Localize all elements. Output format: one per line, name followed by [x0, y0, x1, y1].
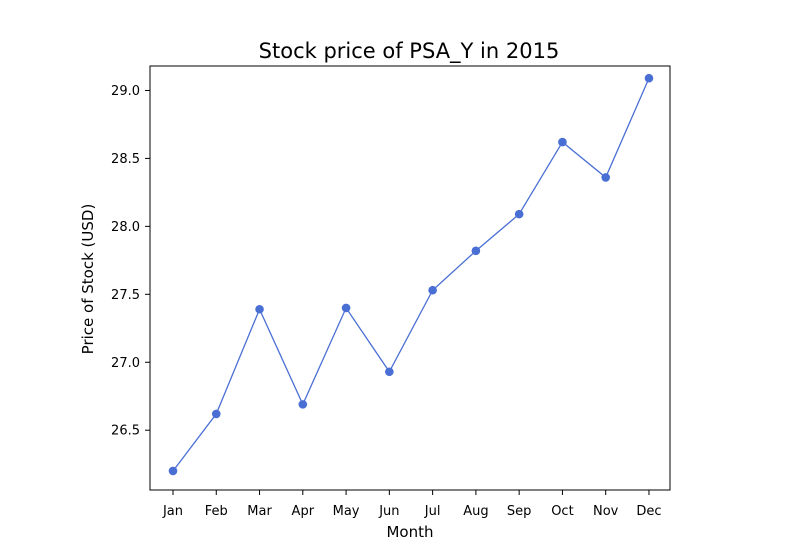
- x-tick-label: Feb: [205, 504, 228, 519]
- x-axis-label: Month: [386, 523, 433, 541]
- x-tick-label: Aug: [463, 504, 488, 519]
- data-point-oct: [558, 137, 567, 147]
- data-point-may: [341, 303, 351, 313]
- y-tick-label: 28.5: [111, 152, 140, 167]
- y-axis-label: Price of Stock (USD): [79, 204, 97, 355]
- x-tick-label: Nov: [593, 504, 619, 519]
- data-point-sep: [514, 209, 524, 219]
- x-axis: Jan Feb Mar Apr May Jun Jul Aug Sep Oct Nov Dec: [162, 490, 662, 519]
- y-axis: 26.5 27.0 27.5 28.0 28.5 29.0: [111, 84, 150, 439]
- data-point-jun: [385, 367, 394, 377]
- y-tick-label: 29.0: [111, 84, 140, 99]
- y-tick-label: 27.0: [111, 356, 140, 371]
- data-point-feb: [211, 409, 221, 419]
- data-point-apr: [298, 400, 308, 409]
- plot-frame: [149, 65, 671, 491]
- x-tick-label: Mar: [247, 504, 272, 519]
- x-tick-label: Jun: [378, 504, 399, 519]
- y-tick-label: 26.5: [111, 424, 140, 439]
- chart-title: Stock price of PSA_Y in 2015: [259, 39, 560, 64]
- series-line: [172, 77, 650, 472]
- x-tick-label: Dec: [636, 504, 661, 519]
- data-point-jul: [428, 285, 437, 295]
- y-tick-label: 28.0: [111, 220, 140, 235]
- x-tick-label: Oct: [551, 504, 573, 519]
- x-tick-label: Sep: [507, 504, 532, 519]
- data-point-jan: [168, 466, 178, 476]
- x-tick-label: Apr: [292, 504, 315, 519]
- data-point-aug: [471, 246, 481, 256]
- data-point-mar: [255, 304, 264, 314]
- x-tick-label: Jan: [162, 504, 183, 519]
- x-tick-label: May: [333, 504, 360, 519]
- data-point-nov: [601, 173, 610, 182]
- data-point-dec: [644, 73, 654, 83]
- data-points: [168, 73, 654, 476]
- x-tick-label: Jul: [424, 504, 441, 519]
- y-tick-label: 27.5: [111, 288, 140, 303]
